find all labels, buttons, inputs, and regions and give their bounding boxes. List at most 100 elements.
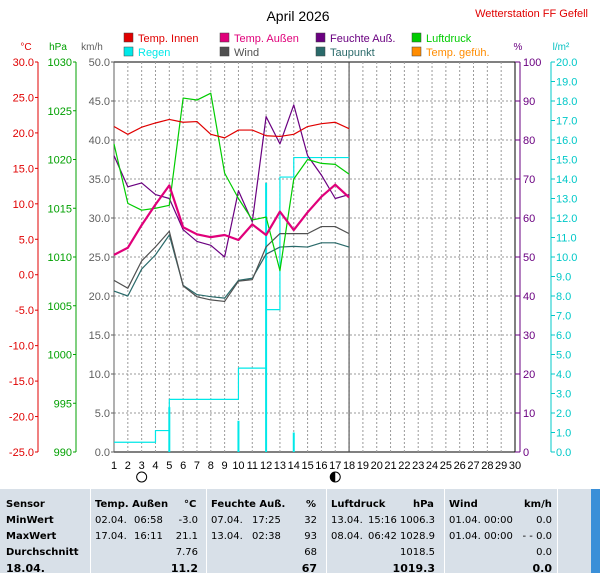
x-tick-label: 1 — [111, 460, 117, 472]
stats-cell-press-val: 1018.5 — [400, 547, 435, 558]
x-tick-label: 13 — [274, 460, 286, 472]
x-tick-label: 9 — [222, 460, 228, 472]
chart-title: April 2026 — [266, 8, 329, 24]
tick-label-pressure_hpa: 1015 — [48, 203, 72, 215]
tick-label-rain: 3.0 — [556, 389, 571, 401]
tick-label-wind_kmh: 50.0 — [89, 57, 110, 69]
stats-cell-press-val: 1019.3 — [392, 562, 435, 575]
legend-swatch — [219, 32, 230, 43]
tick-label-wind_kmh: 25.0 — [89, 252, 110, 264]
tick-label-temp_c: 20.0 — [13, 128, 34, 140]
legend-label: Wind — [234, 47, 259, 59]
legend-label: Luftdruck — [426, 33, 472, 45]
statistics-table: Sensor Temp. Außen °C Feuchte Auß. % Luf… — [0, 489, 600, 575]
x-tick-label: 21 — [384, 460, 396, 472]
tick-label-rain: 13.0 — [556, 194, 577, 206]
tick-label-humidity: 40 — [523, 291, 535, 303]
legend-label: Temp. Außen — [234, 33, 299, 45]
stats-cell-wind-date: 01.04. — [449, 531, 481, 542]
header-sensor: Sensor — [6, 499, 45, 510]
stats-cell-hum-date: 07.04. — [211, 515, 243, 526]
legend-label: Regen — [138, 47, 170, 59]
unit-percent: % — [514, 42, 523, 53]
stats-cell-temp-val: 11.2 — [170, 562, 198, 575]
stats-cell-temp-val: 21.1 — [175, 531, 198, 542]
x-tick-label: 2 — [125, 460, 131, 472]
tick-label-humidity: 70 — [523, 174, 535, 186]
series-line-feuchte-au- — [113, 104, 350, 258]
legend-swatch — [315, 46, 326, 57]
stats-cell-hum-val: 68 — [304, 547, 317, 558]
tick-label-rain: 6.0 — [556, 330, 571, 342]
x-tick-label: 15 — [301, 460, 313, 472]
station-name: Wetterstation FF Gefell — [475, 8, 588, 20]
tick-label-wind_kmh: 45.0 — [89, 96, 110, 108]
tick-label-rain: 11.0 — [556, 233, 577, 245]
tick-label-rain: 1.0 — [556, 428, 571, 440]
tick-label-pressure_hpa: 990 — [54, 447, 72, 459]
x-tick-label: 22 — [398, 460, 410, 472]
header-press: Luftdruck — [331, 499, 386, 510]
legend: Temp. Innen Temp. Außen Feuchte Auß. Luftdr… — [123, 32, 490, 59]
tick-label-wind_kmh: 20.0 — [89, 291, 110, 303]
tick-label-rain: 16.0 — [556, 135, 577, 147]
new-moon-shade — [330, 472, 336, 482]
x-tick-label: 7 — [194, 460, 200, 472]
tick-label-temp_c: -5.0 — [15, 305, 34, 317]
grid — [114, 62, 515, 452]
stats-cell-wind-val: - - 0.0 — [522, 531, 552, 542]
x-tick-label: 19 — [357, 460, 369, 472]
x-tick-label: 30 — [509, 460, 521, 472]
tick-label-wind_kmh: 10.0 — [89, 369, 110, 381]
x-tick-label: 28 — [481, 460, 493, 472]
stats-cell-hum-val: 32 — [304, 515, 317, 526]
x-tick-label: 12 — [260, 460, 272, 472]
tick-label-rain: 12.0 — [556, 213, 577, 225]
tick-label-humidity: 80 — [523, 135, 535, 147]
tick-label-temp_c: 0.0 — [19, 270, 34, 282]
x-tick-label: 8 — [208, 460, 214, 472]
tick-label-temp_c: 10.0 — [13, 199, 34, 211]
x-tick-label: 26 — [454, 460, 466, 472]
unit-hpa: hPa — [49, 42, 67, 53]
legend-swatch — [123, 32, 134, 43]
tick-label-wind_kmh: 15.0 — [89, 330, 110, 342]
stats-cell-wind-val: 0.0 — [536, 547, 552, 558]
x-tick-label: 23 — [412, 460, 424, 472]
tick-label-humidity: 50 — [523, 252, 535, 264]
unit-kmh: km/h — [81, 42, 103, 53]
x-tick-label: 4 — [152, 460, 158, 472]
legend-swatch — [315, 32, 326, 43]
stats-cell-press-val: 1006.3 — [400, 515, 435, 526]
legend-label: Temp. Innen — [138, 33, 199, 45]
legend-swatch — [411, 46, 422, 57]
stats-cell-label: MaxWert — [6, 531, 57, 542]
x-tick-label: 6 — [180, 460, 186, 472]
tick-label-rain: 2.0 — [556, 408, 571, 420]
tick-label-temp_c: 5.0 — [19, 234, 34, 246]
tick-label-rain: 4.0 — [556, 369, 571, 381]
tick-label-humidity: 20 — [523, 369, 535, 381]
tick-label-rain: 19.0 — [556, 77, 577, 89]
full-moon-icon — [136, 471, 148, 483]
x-tick-label: 5 — [166, 460, 172, 472]
tick-label-pressure_hpa: 1000 — [48, 350, 72, 362]
stats-cell-label: 18.04. — [6, 562, 45, 575]
legend-swatch — [219, 46, 230, 57]
stats-cell-hum-time: 17:25 — [252, 515, 281, 526]
header-press-unit: hPa — [413, 499, 434, 510]
x-tick-label: 20 — [371, 460, 383, 472]
x-tick-label: 29 — [495, 460, 507, 472]
series-line-wind — [113, 225, 350, 303]
stats-cell-wind-time: 00:00 — [484, 515, 513, 526]
stats-cell-wind-val: 0.0 — [536, 515, 552, 526]
x-tick-label: 27 — [467, 460, 479, 472]
stats-cell-press-date: 08.04. — [331, 531, 363, 542]
tick-label-humidity: 10 — [523, 408, 535, 420]
stats-cell-hum-time: 02:38 — [252, 531, 281, 542]
stats-cell-press-date: 13.04. — [331, 515, 363, 526]
stats-cell-temp-date: 17.04. — [95, 531, 127, 542]
stats-cell-wind-time: 00:00 — [484, 531, 513, 542]
stats-cell-temp-val: -3.0 — [178, 515, 198, 526]
tick-label-pressure_hpa: 995 — [54, 398, 72, 410]
